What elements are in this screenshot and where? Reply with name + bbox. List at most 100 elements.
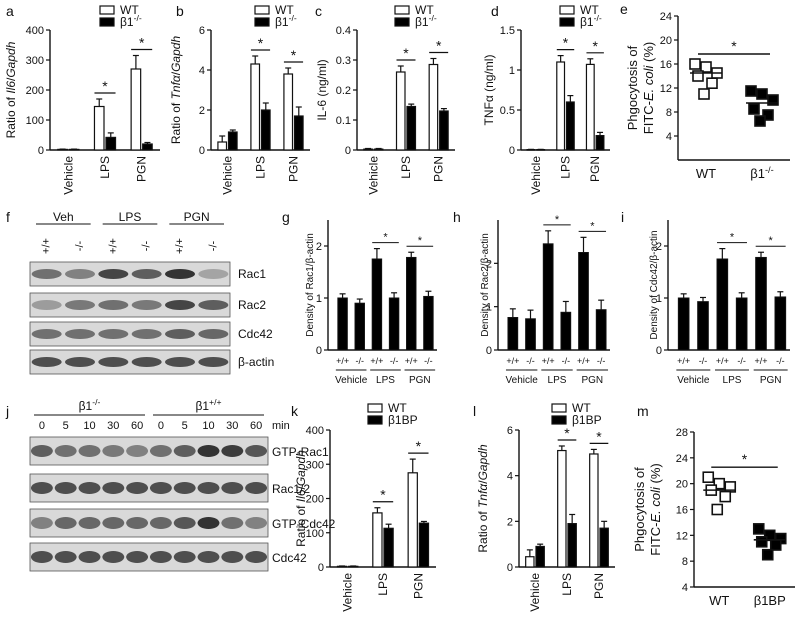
y-axis-label-part: FITC- <box>648 523 663 556</box>
y-axis-label-g: Density of Rac1/β-actin <box>305 233 316 337</box>
significance-star: * <box>730 232 735 244</box>
y-tick-label: 0 <box>509 145 515 157</box>
blot-band <box>30 482 53 494</box>
y-axis-label-line1: Phgocytosis of <box>625 45 640 130</box>
y-tick-label: 200 <box>306 494 324 506</box>
blot-band <box>198 300 229 310</box>
genotype-label: +/+ <box>370 356 383 366</box>
label-base: β1 <box>79 399 93 413</box>
bar-β1BP-PGN <box>599 527 609 568</box>
data-point-WT <box>692 70 704 82</box>
data-point-β1-/- <box>748 103 760 115</box>
label-base: β1 <box>580 15 594 29</box>
bar--/- <box>774 296 787 351</box>
y-axis-label-part: Ratio of <box>4 94 18 139</box>
blot-strip <box>29 292 231 318</box>
bar-β1-/--Vehicle <box>373 148 384 151</box>
y-axis-label-part: Density of Rac2/β-actin <box>480 233 491 337</box>
blot-genotype-label: -/- <box>207 240 219 251</box>
bar-+/+ <box>507 317 519 351</box>
y-axis-label-l: Ratio of Tnfα/Gapdh <box>476 444 490 553</box>
significance-star: * <box>291 47 297 63</box>
blot-strip <box>29 261 231 287</box>
blot-time-label: 30 <box>226 420 238 432</box>
bar-WT-Vehicle <box>525 556 535 568</box>
blot-band <box>102 445 125 457</box>
legend-label: β1BP <box>572 413 602 427</box>
y-axis-label-part: Tnfα <box>476 483 490 508</box>
x-category-label: WT <box>709 593 729 608</box>
y-tick-label: 0 <box>199 145 205 157</box>
genotype-label: -/- <box>699 356 708 366</box>
blot-genotype-label: -/- <box>74 240 86 251</box>
group-label: PGN <box>581 375 603 386</box>
blot-band <box>197 517 220 529</box>
bar-+/+ <box>677 297 690 351</box>
bar-WT-PGN <box>283 73 294 151</box>
genotype-label: +/+ <box>716 356 729 366</box>
x-category-label: Vehicle <box>528 573 542 612</box>
y-axis-label-part: (%) <box>641 42 656 66</box>
blot-row-label: Rac2 <box>238 298 266 312</box>
blot-panel-j: j β1-/- β1+/+0 5 10 30 60 0 5 10 30 60 minGTP-Rac1Ra… <box>5 397 336 572</box>
blot-genotype-label: +/+ <box>41 238 53 254</box>
x-category-label: LPS <box>376 573 390 596</box>
blot-band <box>126 551 149 563</box>
blot-band <box>165 357 195 367</box>
significance-star: * <box>731 38 737 54</box>
blot-time-label: 10 <box>83 420 95 432</box>
blot-band <box>102 517 125 529</box>
blot-band <box>131 269 162 279</box>
blot-band <box>54 551 77 563</box>
group-label: PGN <box>409 375 431 386</box>
bar-β1BP-PGN <box>418 522 430 568</box>
bar-WT-Vehicle <box>217 141 228 151</box>
panel-m: m Phgocytosis of FITC-E. coli (%) 4 8 12 16 20 2… <box>632 403 795 608</box>
blot-band <box>149 482 172 494</box>
y-tick-label: 100 <box>26 115 44 127</box>
legend-label: WT <box>415 3 434 17</box>
y-tick-label: 400 <box>26 25 44 37</box>
bar--/- <box>423 295 434 351</box>
legend-swatch-filled <box>254 17 270 27</box>
blot-row-label: Rac1 <box>238 267 266 281</box>
blot-band <box>173 551 196 563</box>
y-axis-label-part: Gapdh <box>476 444 490 480</box>
significance-star: * <box>590 220 595 232</box>
genotype-label: -/- <box>597 356 606 366</box>
y-tick-label: 1 <box>316 293 322 305</box>
bar-+/+ <box>406 256 417 351</box>
y-tick-label: 16 <box>676 505 688 517</box>
panel-letter-d: d <box>491 3 499 19</box>
x-category-label: Vehicle <box>366 156 380 195</box>
blot-band <box>31 357 62 367</box>
bar-β1BP-LPS <box>383 527 394 568</box>
blot-time-label: 0 <box>39 420 45 432</box>
significance-star: * <box>102 78 108 94</box>
label-superscript: -/- <box>92 397 100 407</box>
significance-star: * <box>403 45 409 61</box>
bar-β1-/--LPS <box>565 101 575 151</box>
x-category-label: PGN <box>588 156 602 182</box>
y-tick-label: 2 <box>486 258 492 270</box>
blot-time-label: 60 <box>131 420 143 432</box>
blot-row-label: GTP-Rac1 <box>272 445 329 459</box>
bar-+/+ <box>542 243 554 351</box>
blot-time-label: 5 <box>182 420 188 432</box>
legend-swatch-filled <box>99 17 115 27</box>
data-point-WT <box>706 77 718 89</box>
legend-swatch-open <box>394 5 410 15</box>
data-point-β1-/- <box>745 85 757 97</box>
blot-band <box>245 482 268 494</box>
y-axis-label-part: Gapdh <box>4 41 18 77</box>
y-tick-label: 4 <box>666 131 672 143</box>
panel-letter-f: f <box>6 209 10 225</box>
blot-band <box>98 269 129 279</box>
blot-band <box>173 517 196 529</box>
label-superscript: +/+ <box>209 397 221 407</box>
x-category-label: PGN <box>592 573 606 599</box>
genotype-label: -/- <box>737 356 746 366</box>
y-axis-label-e-line2: FITC-E. coli (%) <box>641 42 656 134</box>
